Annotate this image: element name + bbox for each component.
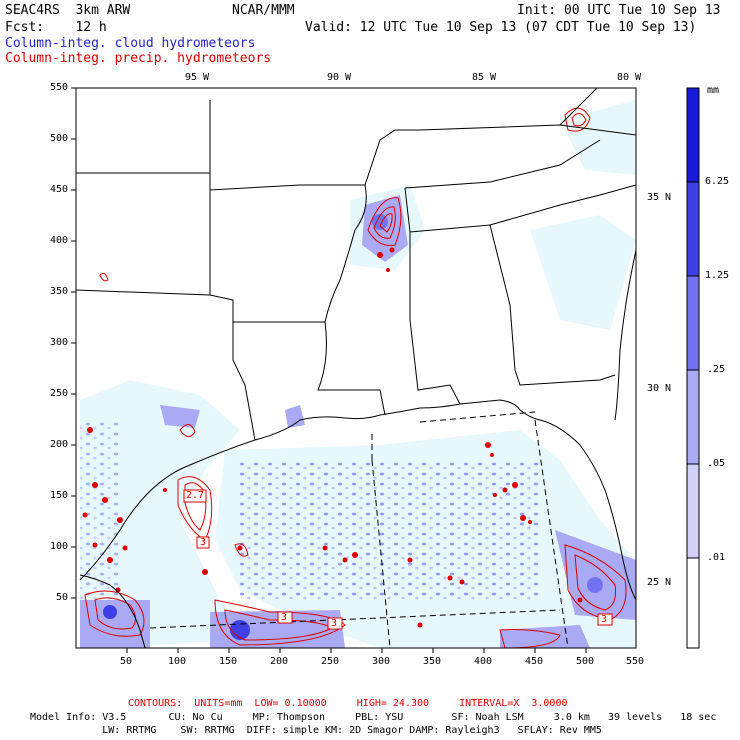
forecast-hour: Fcst: 12 h (5, 20, 107, 35)
y-tick-label: 400 (50, 235, 69, 246)
y-tick-label: 50 (56, 592, 69, 603)
model-info-line-1: Model Info: V3.5 CU: No Cu MP: Thompson … (30, 712, 717, 723)
x-tick-label: 550 (626, 656, 645, 667)
colorbar-level: .01 (707, 552, 726, 563)
x-tick-label: 150 (219, 656, 238, 667)
contour-label: 3 (200, 537, 207, 548)
nested-domain-outline (149, 411, 569, 649)
y-tick-label: 350 (50, 286, 69, 297)
y-tick-label: 550 (50, 82, 69, 93)
y-tick-label: 300 (50, 337, 69, 348)
y-tick-label: 150 (50, 490, 69, 501)
init-time: Init: 00 UTC Tue 10 Sep 13 (517, 3, 721, 18)
x-tick-label: 300 (372, 656, 391, 667)
colorbar-level: 1.25 (705, 270, 730, 281)
colorbar-level: 6.25 (705, 176, 730, 187)
y-tick-label: 500 (50, 133, 69, 144)
field-cloud-label: Column-integ. cloud hydrometeors (5, 36, 256, 51)
lon-label: 80 W (617, 72, 642, 83)
lat-label: 30 N (647, 383, 672, 394)
x-tick-label: 450 (525, 656, 544, 667)
y-tick-label: 200 (50, 439, 69, 450)
cloud-hydrometeor-field (80, 100, 636, 648)
precip-hydrometeor-contours (84, 107, 627, 648)
lat-label: 35 N (647, 192, 672, 203)
contours-info: CONTOURS: UNITS=mm LOW= 0.10000 HIGH= 24… (128, 698, 568, 709)
lon-label: 85 W (472, 72, 497, 83)
contour-label: 3 (601, 614, 608, 625)
axis-tick-marks (71, 87, 587, 653)
x-tick-label: 200 (270, 656, 289, 667)
colorbar-level: .05 (707, 458, 726, 469)
x-tick-label: 50 (120, 656, 133, 667)
valid-time: Valid: 12 UTC Tue 10 Sep 13 (07 CDT Tue … (305, 20, 697, 35)
contour-label-boxes (183, 489, 613, 630)
x-tick-label: 350 (423, 656, 442, 667)
x-tick-label: 500 (576, 656, 595, 667)
map-frame (75, 87, 637, 649)
y-tick-label: 450 (50, 184, 69, 195)
lon-label: 95 W (185, 72, 210, 83)
colorbar-level: .25 (707, 364, 726, 375)
x-tick-label: 250 (321, 656, 340, 667)
y-tick-label: 250 (50, 388, 69, 399)
model-info-line-2: LW: RRTMG SW: RRTMG DIFF: simple KM: 2D … (30, 725, 602, 736)
contour-label: 2.7 (186, 490, 205, 501)
x-tick-label: 400 (474, 656, 493, 667)
lat-label: 25 N (647, 577, 672, 588)
contour-label: 3 (331, 618, 338, 629)
field-precip-label: Column-integ. precip. hydrometeors (5, 51, 272, 66)
state-and-coast-outlines (76, 88, 636, 648)
y-tick-label: 100 (50, 541, 69, 552)
precip-cells (82, 247, 583, 628)
model-name: SEAC4RS 3km ARW (5, 3, 131, 18)
contour-label: 3 (281, 612, 288, 623)
colorbar (686, 87, 700, 649)
lon-label: 90 W (327, 72, 352, 83)
source-label: NCAR/MMM (232, 3, 295, 18)
colorbar-unit: mm (707, 85, 720, 96)
x-tick-label: 100 (168, 656, 187, 667)
